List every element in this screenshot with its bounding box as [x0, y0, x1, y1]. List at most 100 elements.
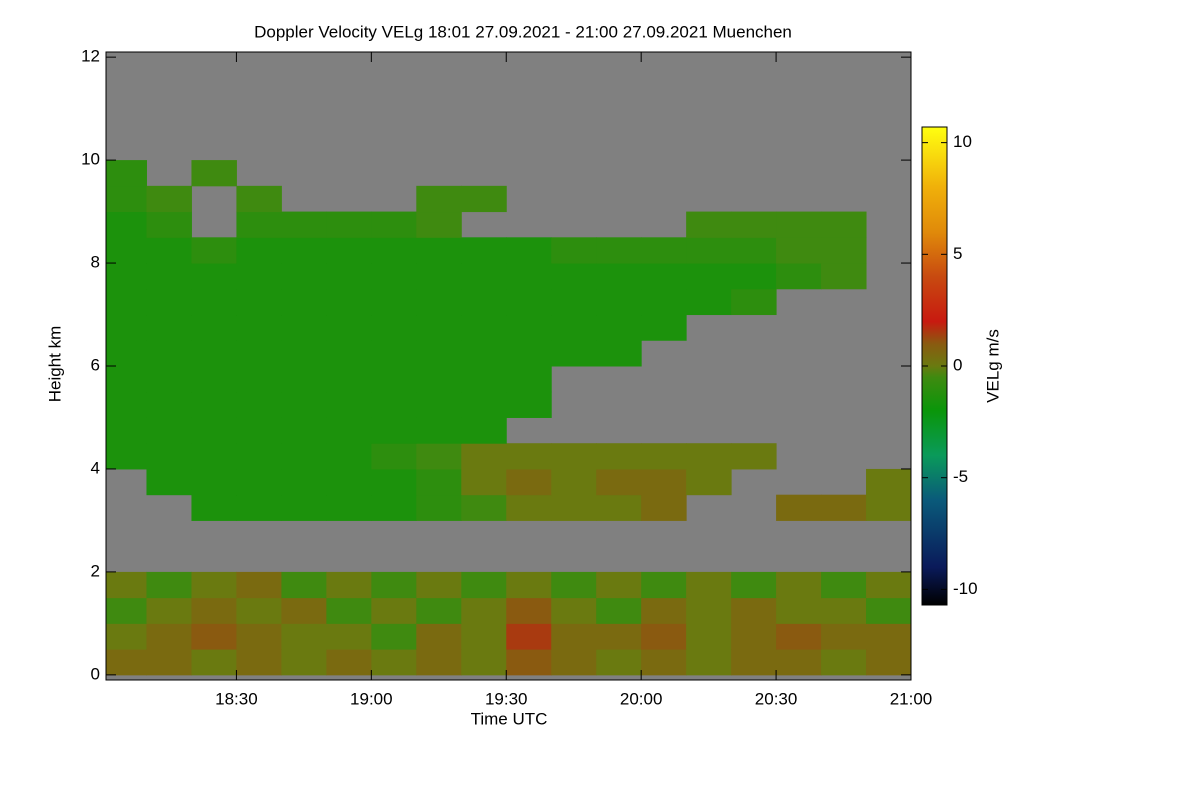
heat-cell: [821, 597, 867, 624]
heat-cell: [551, 263, 597, 290]
heat-cell: [106, 443, 147, 470]
x-tick-label: 20:30: [755, 689, 798, 708]
heat-cell: [236, 443, 282, 470]
heat-cell: [371, 288, 417, 316]
heat-cell: [146, 185, 192, 213]
heat-cell: [106, 211, 147, 238]
heat-cell: [551, 468, 597, 496]
x-tick-label: 18:30: [215, 689, 258, 708]
heat-cell: [686, 288, 732, 316]
heat-cell: [686, 211, 732, 238]
heat-cell: [236, 237, 282, 264]
heat-cell: [506, 391, 552, 418]
heat-cell: [866, 623, 912, 650]
heat-cell: [461, 597, 507, 624]
heat-cell: [191, 288, 237, 316]
y-tick-label: 6: [91, 355, 100, 374]
heat-cell: [371, 494, 417, 521]
heat-cell: [731, 263, 777, 290]
heat-cell: [416, 288, 462, 316]
heat-cell: [506, 288, 552, 316]
heat-cell: [371, 391, 417, 418]
heat-cell: [776, 237, 822, 264]
heat-cell: [191, 494, 237, 521]
heat-cell: [191, 366, 237, 393]
heat-cell: [686, 468, 732, 496]
heat-cell: [506, 237, 552, 264]
heat-cell: [236, 391, 282, 418]
heat-cell: [551, 649, 597, 676]
heat-cell: [106, 185, 147, 213]
heat-cell: [776, 623, 822, 650]
heat-cell: [551, 623, 597, 650]
heat-cell: [506, 468, 552, 496]
chart-title: Doppler Velocity VELg 18:01 27.09.2021 -…: [254, 22, 792, 41]
heat-cell: [236, 263, 282, 290]
y-tick-label: 2: [91, 561, 100, 580]
heat-cell: [551, 597, 597, 624]
heat-cell: [461, 443, 507, 470]
heat-cell: [371, 623, 417, 650]
heat-cell: [776, 494, 822, 521]
heat-cell: [281, 623, 327, 650]
heat-cell: [416, 443, 462, 470]
heat-cell: [776, 571, 822, 599]
heat-cell: [416, 468, 462, 496]
heat-cell: [461, 468, 507, 496]
heat-cell: [641, 237, 687, 264]
heat-cell: [686, 571, 732, 599]
heat-cell: [236, 649, 282, 676]
heat-cell: [461, 571, 507, 599]
heat-cell: [326, 443, 372, 470]
heat-cell: [146, 597, 192, 624]
heat-cell: [326, 468, 372, 496]
heat-cell: [461, 340, 507, 367]
heat-cell: [371, 443, 417, 470]
heat-cell: [686, 597, 732, 624]
heat-cell: [461, 237, 507, 264]
heat-cell: [191, 263, 237, 290]
heat-cell: [776, 263, 822, 290]
heat-cell: [461, 185, 507, 213]
heat-cell: [866, 468, 912, 496]
heat-cell: [641, 494, 687, 521]
heat-cell: [281, 211, 327, 238]
heat-cell: [416, 211, 462, 238]
heat-cell: [281, 417, 327, 444]
heat-cell: [191, 623, 237, 650]
heat-cell: [146, 571, 192, 599]
heat-cell: [866, 571, 912, 599]
y-tick-label: 12: [81, 47, 100, 66]
heat-cell: [416, 571, 462, 599]
heat-cell: [236, 494, 282, 521]
x-tick-label: 19:30: [485, 689, 528, 708]
heat-cell: [236, 211, 282, 238]
heat-cell: [281, 263, 327, 290]
heat-cell: [146, 649, 192, 676]
heat-cell: [506, 494, 552, 521]
heat-cell: [371, 649, 417, 676]
colorbar-label: VELg m/s: [983, 329, 1002, 403]
heat-cell: [146, 263, 192, 290]
heat-cell: [506, 366, 552, 393]
heat-cell: [821, 649, 867, 676]
heat-cell: [281, 494, 327, 521]
heat-cell: [281, 288, 327, 316]
heat-cell: [236, 288, 282, 316]
heat-cell: [416, 649, 462, 676]
heat-cell: [686, 263, 732, 290]
heat-cell: [236, 417, 282, 444]
heat-cell: [731, 237, 777, 264]
y-tick-label: 0: [91, 664, 100, 683]
heat-cell: [416, 237, 462, 264]
heat-cell: [641, 623, 687, 650]
heat-cell: [146, 366, 192, 393]
heat-cell: [371, 417, 417, 444]
heat-cell: [146, 340, 192, 367]
heat-cell: [596, 468, 642, 496]
y-tick-label: 10: [81, 150, 100, 169]
x-axis-label: Time UTC: [471, 709, 548, 728]
heat-cell: [371, 263, 417, 290]
heat-cell: [731, 288, 777, 316]
